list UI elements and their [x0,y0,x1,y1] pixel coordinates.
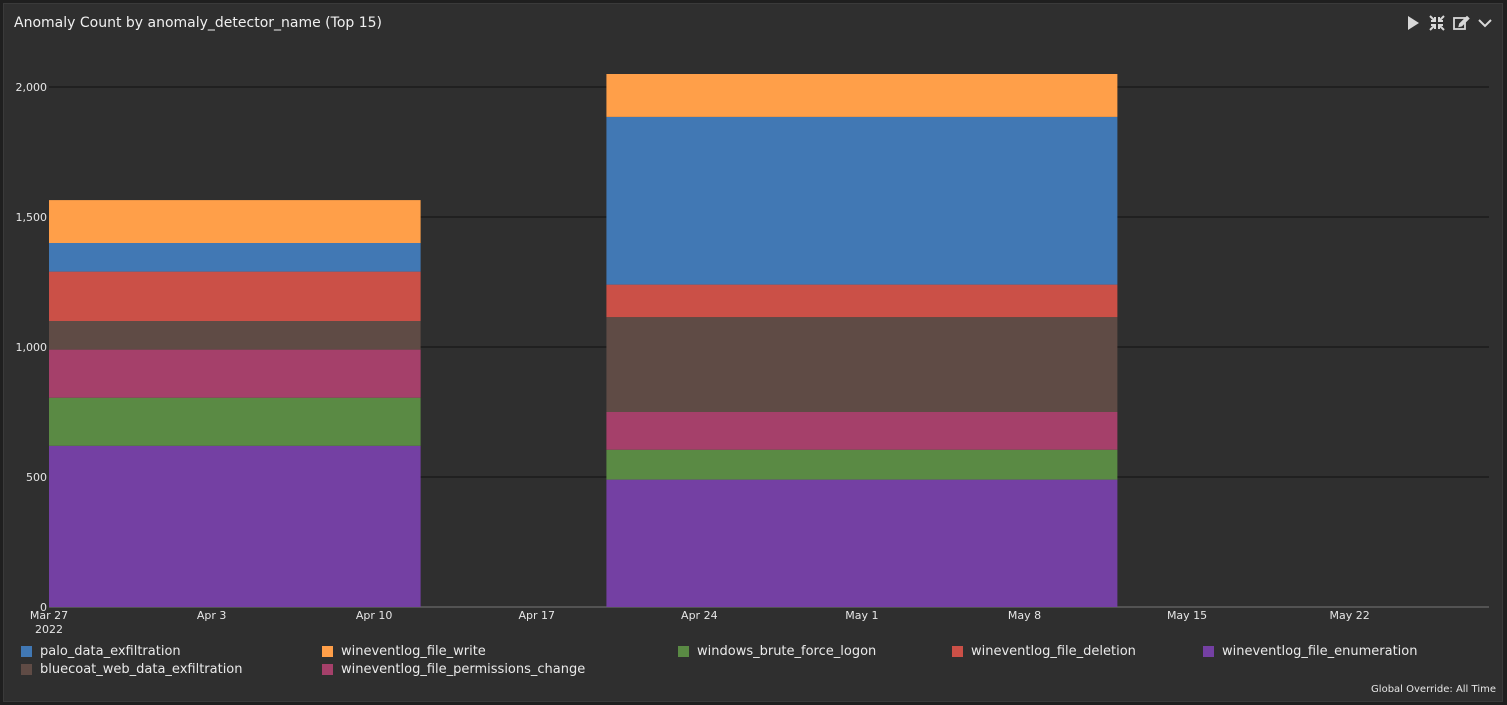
legend-swatch [322,646,333,657]
legend-swatch [952,646,963,657]
legend-item-wineventlog-file-enumeration[interactable]: wineventlog_file_enumeration [1203,644,1417,659]
panel-title: Anomaly Count by anomaly_detector_name (… [14,15,382,31]
bar-segment-bluecoat-web-data-exfiltration [606,317,1118,412]
bar-segment-palo-data-exfiltration [606,116,1118,285]
y-tick-label: 1,000 [16,341,48,354]
bar-segment-wineventlog-file-deletion [606,284,1118,318]
x-tick-label: Apr 10 [356,609,393,622]
x-tick-label: May 15 [1167,609,1207,622]
bar-segment-palo-data-exfiltration [49,243,421,272]
bar-segment-bluecoat-web-data-exfiltration [49,321,421,350]
legend-item-bluecoat-web-data-exfiltration[interactable]: bluecoat_web_data_exfiltration [21,662,243,677]
legend-label: palo_data_exfiltration [40,644,181,659]
legend-label: wineventlog_file_write [341,644,486,659]
play-icon[interactable] [1404,14,1422,32]
bar-segment-wineventlog-file-permissions-change [49,349,421,398]
y-tick-label: 1,500 [16,211,48,224]
legend-swatch [1203,646,1214,657]
panel-toolbar [1404,14,1494,32]
collapse-icon[interactable] [1428,14,1446,32]
edit-icon[interactable] [1452,14,1470,32]
x-tick-label: Apr 17 [518,609,555,622]
bar-segment-wineventlog-file-permissions-change [606,412,1118,450]
x-tick-label: May 1 [845,609,878,622]
x-tick-label: May 22 [1330,609,1370,622]
bar-segment-wineventlog-file-deletion [49,271,421,321]
legend-item-windows-brute-force-logon[interactable]: windows_brute_force_logon [678,644,876,659]
chevron-down-icon[interactable] [1476,14,1494,32]
chart-legend: palo_data_exfiltration wineventlog_file_w… [21,644,1481,684]
bar-segment-wineventlog-file-write [606,74,1118,117]
legend-label: wineventlog_file_enumeration [1222,644,1418,659]
legend-label: wineventlog_file_deletion [971,644,1136,659]
legend-item-wineventlog-file-permissions-change[interactable]: wineventlog_file_permissions_change [322,662,585,677]
chart-panel: Anomaly Count by anomaly_detector_name (… [3,3,1503,702]
bar-segment-wineventlog-file-write [49,200,421,243]
bar-segment-windows-brute-force-logon [606,449,1118,480]
legend-item-wineventlog-file-deletion[interactable]: wineventlog_file_deletion [952,644,1136,659]
x-tick-label: Apr 24 [681,609,718,622]
legend-label: wineventlog_file_permissions_change [341,662,586,677]
y-tick-label: 0 [40,601,47,614]
legend-label: windows_brute_force_logon [697,644,877,659]
y-tick-label: 2,000 [16,81,48,94]
x-tick-label: Apr 3 [197,609,227,622]
legend-swatch [322,664,333,675]
x-tick-label: May 8 [1008,609,1041,622]
bar-segment-wineventlog-file-enumeration [49,445,421,607]
legend-swatch [21,646,32,657]
global-override-note: Global Override: All Time [1371,684,1496,695]
legend-item-wineventlog-file-write[interactable]: wineventlog_file_write [322,644,486,659]
y-tick-label: 500 [26,471,47,484]
x-tick-sublabel: 2022 [35,623,63,636]
bar-segment-wineventlog-file-enumeration [606,479,1118,607]
legend-label: bluecoat_web_data_exfiltration [40,662,243,677]
legend-swatch [678,646,689,657]
legend-swatch [21,664,32,675]
legend-item-palo-data-exfiltration[interactable]: palo_data_exfiltration [21,644,181,659]
bar-segment-windows-brute-force-logon [49,397,421,446]
x-tick-label: Mar 27 [30,609,68,622]
